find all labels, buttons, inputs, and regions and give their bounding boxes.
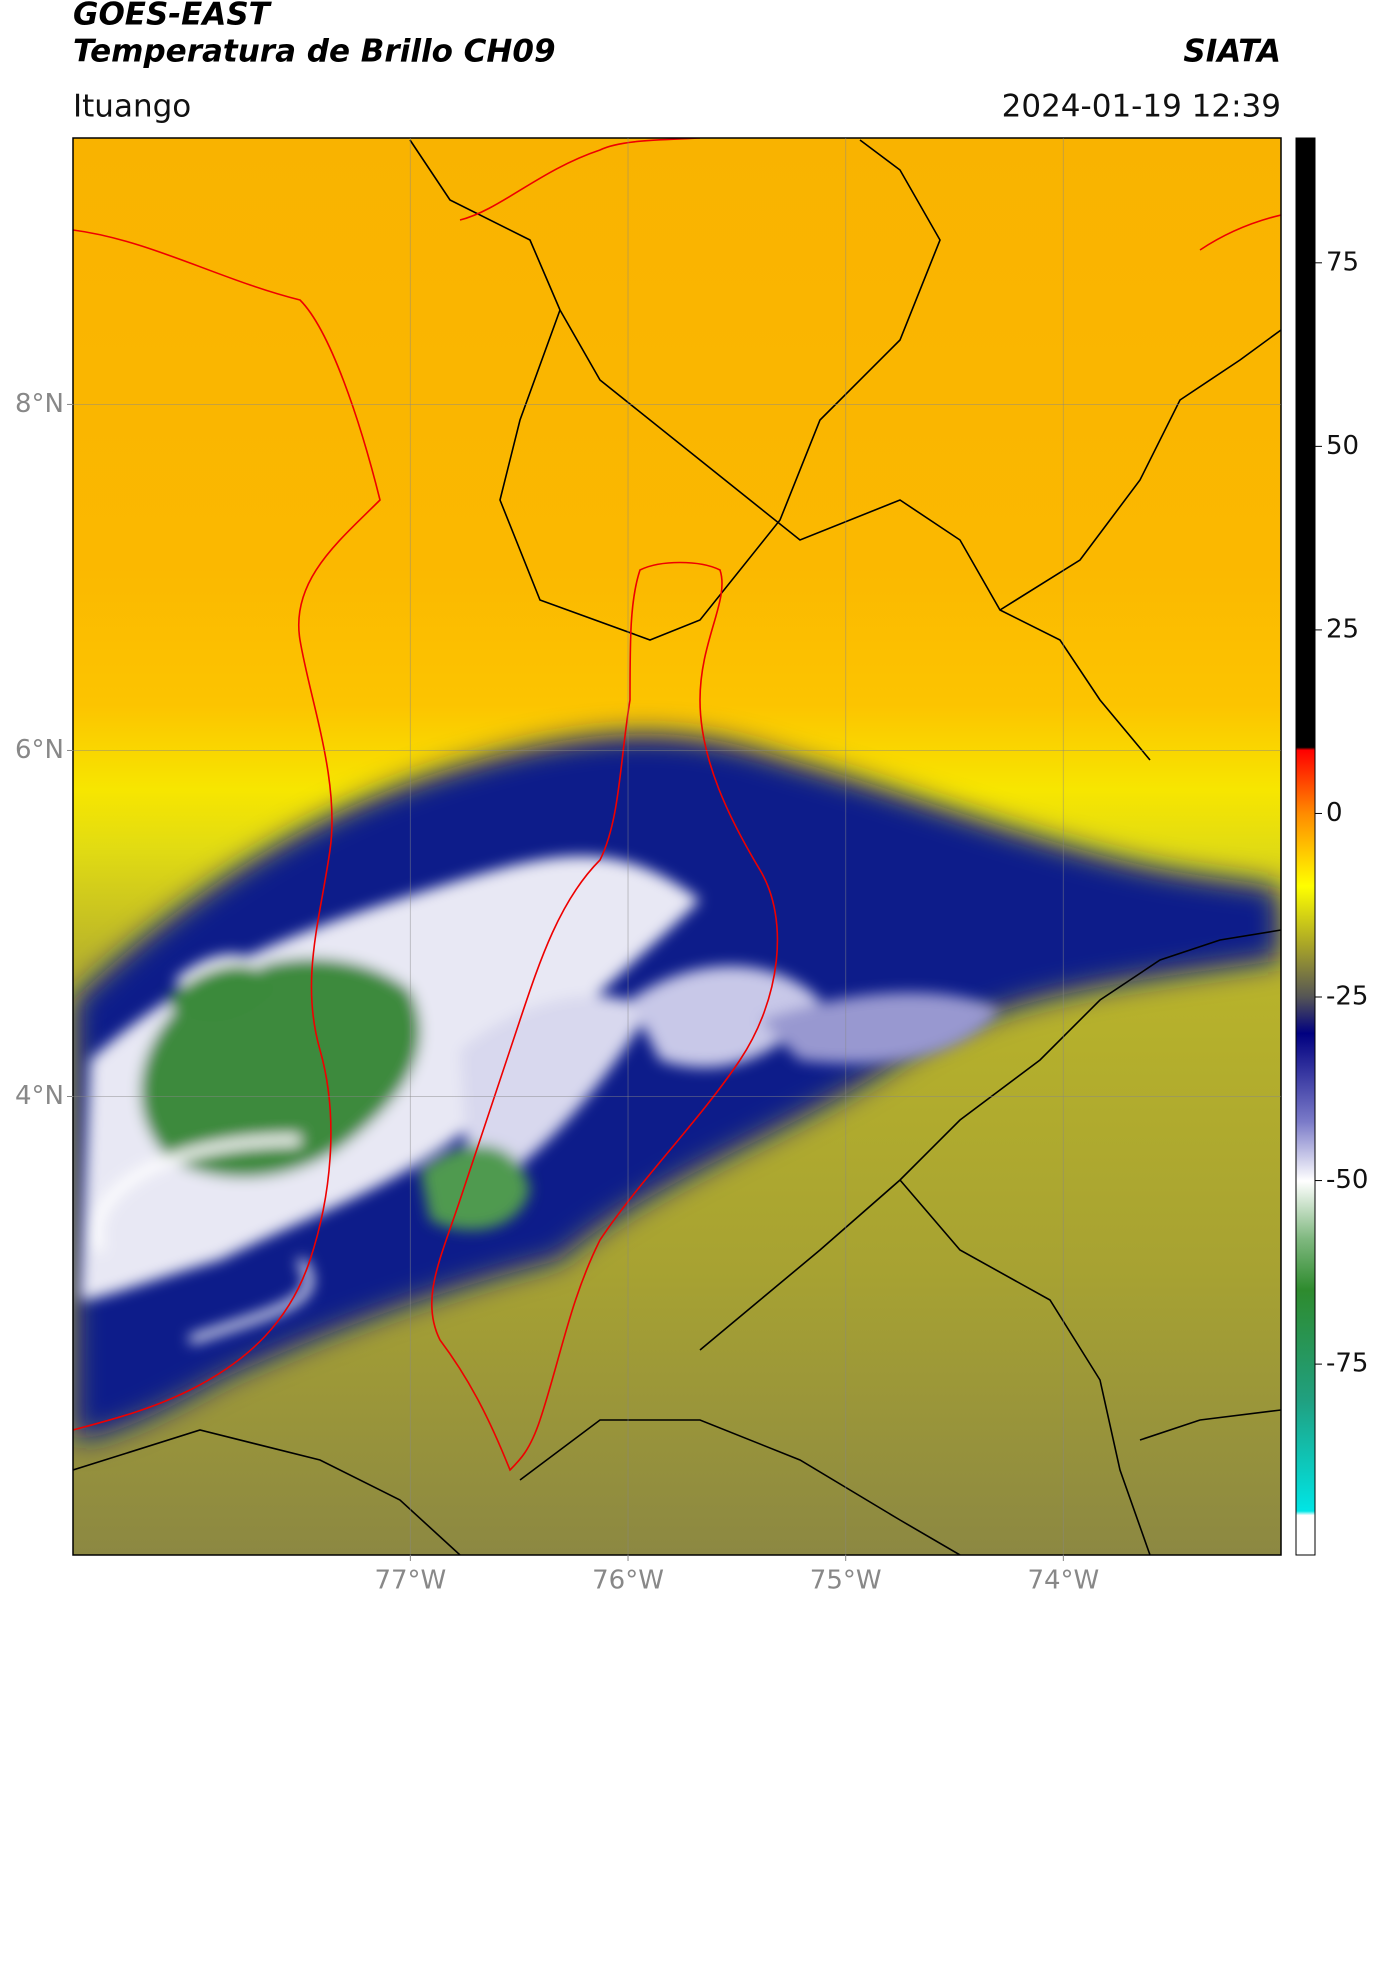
subtitle: Temperatura de Brillo CH09 bbox=[73, 34, 556, 70]
y-tick-label: 4°N bbox=[15, 1081, 64, 1111]
x-tick-label: 74°W bbox=[1027, 1566, 1099, 1596]
colorbar-tick-label: 75 bbox=[1326, 247, 1359, 277]
y-tick-label: 6°N bbox=[15, 735, 64, 765]
colorbar-tick-label: -25 bbox=[1326, 982, 1368, 1012]
colorbar-tick-label: 25 bbox=[1326, 614, 1359, 644]
colorbar-tick-label: 50 bbox=[1326, 431, 1359, 461]
x-tick-label: 75°W bbox=[810, 1566, 882, 1596]
ticks: 77°W 76°W 75°W 74°W 4°N 6°N 8°N -75 -50 -25 0 25 50 7… bbox=[15, 138, 1368, 1596]
y-tick-label: 8°N bbox=[15, 389, 64, 419]
location: Ituango bbox=[73, 89, 191, 125]
colorbar-tick-label: -75 bbox=[1326, 1349, 1368, 1379]
datetime: 2024-01-19 12:39 bbox=[1002, 89, 1281, 125]
map-frame bbox=[72, 137, 1282, 1556]
colorbar bbox=[1295, 137, 1316, 1556]
x-tick-label: 77°W bbox=[374, 1566, 446, 1596]
x-tick-label: 76°W bbox=[592, 1566, 664, 1596]
map-image bbox=[73, 138, 1281, 1555]
title: GOES-EAST bbox=[73, 0, 273, 33]
colorbar-tick-label: 0 bbox=[1326, 798, 1343, 828]
agency: SIATA bbox=[1183, 34, 1281, 70]
colorbar-tick-label: -50 bbox=[1326, 1165, 1368, 1195]
